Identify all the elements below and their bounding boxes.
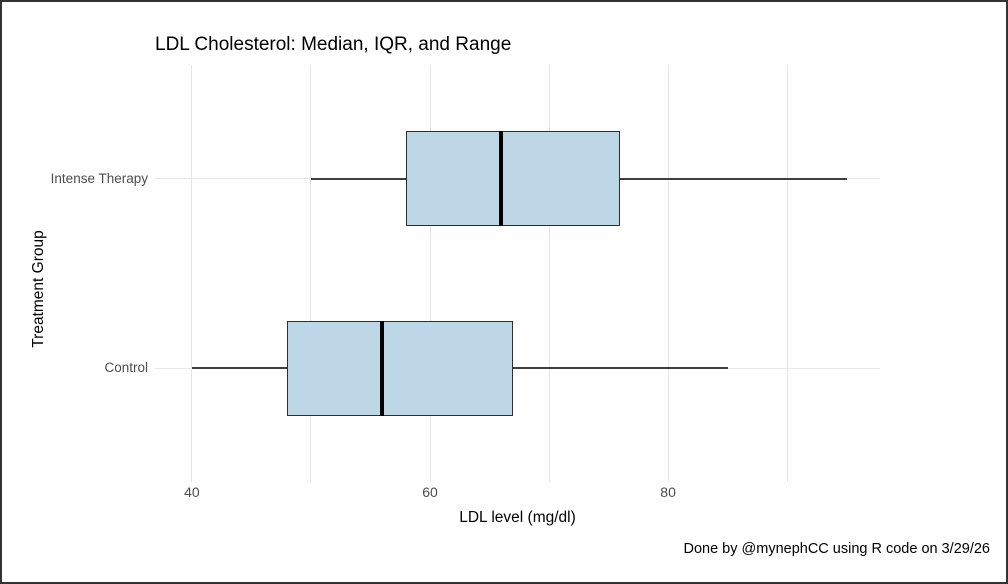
whisker-lower: [310, 177, 407, 180]
x-axis-title: LDL level (mg/dl): [459, 509, 576, 526]
x-gridline: [548, 65, 550, 482]
whisker-lower: [191, 367, 288, 370]
x-gridline: [429, 65, 431, 482]
y-tick-label: Intense Therapy: [50, 170, 148, 186]
chart-caption: Done by @mynephCC using R code on 3/29/2…: [683, 541, 990, 557]
iqr-box: [406, 131, 621, 227]
y-tick-label: Control: [104, 360, 148, 376]
x-gridline: [310, 65, 312, 482]
x-gridline: [667, 65, 669, 482]
median-line: [380, 320, 385, 416]
whisker-upper: [620, 177, 847, 180]
chart-title: LDL Cholesterol: Median, IQR, and Range: [155, 34, 512, 55]
x-tick-label: 60: [422, 484, 438, 500]
whisker-upper: [513, 367, 728, 370]
median-line: [499, 131, 504, 227]
x-gridline: [786, 65, 788, 482]
x-gridline: [191, 65, 193, 482]
iqr-box: [287, 320, 514, 416]
x-tick-label: 80: [660, 484, 676, 500]
plot-panel: [155, 65, 880, 482]
y-axis-title: Treatment Group: [30, 230, 47, 348]
x-tick-label: 40: [184, 484, 200, 500]
